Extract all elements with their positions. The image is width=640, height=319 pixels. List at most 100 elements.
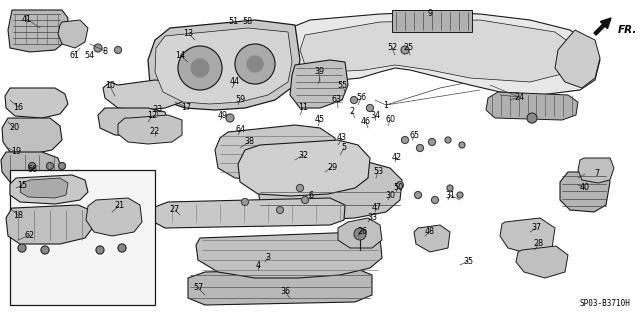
Polygon shape — [20, 178, 68, 198]
Text: 11: 11 — [298, 103, 308, 113]
Circle shape — [296, 184, 303, 191]
Polygon shape — [300, 20, 580, 82]
Text: 8: 8 — [102, 47, 108, 56]
Text: 56: 56 — [356, 93, 366, 102]
Polygon shape — [486, 92, 578, 120]
Text: 52: 52 — [387, 43, 397, 53]
Circle shape — [351, 97, 358, 103]
Circle shape — [429, 138, 435, 145]
Circle shape — [301, 197, 308, 204]
Text: 14: 14 — [175, 50, 185, 60]
Text: 39: 39 — [314, 68, 324, 77]
Text: 24: 24 — [514, 93, 524, 101]
Text: 23: 23 — [152, 105, 162, 114]
Polygon shape — [258, 162, 402, 220]
Text: 42: 42 — [392, 152, 402, 161]
Text: 16: 16 — [13, 102, 23, 112]
Text: 55: 55 — [338, 81, 348, 91]
Circle shape — [191, 59, 209, 77]
Circle shape — [94, 44, 102, 52]
Polygon shape — [238, 140, 370, 196]
Text: 61: 61 — [69, 50, 79, 60]
Polygon shape — [2, 118, 62, 154]
Polygon shape — [118, 115, 182, 144]
Text: 47: 47 — [372, 204, 382, 212]
Text: 10: 10 — [105, 81, 115, 91]
Circle shape — [459, 142, 465, 148]
Polygon shape — [10, 175, 88, 204]
Text: 43: 43 — [337, 133, 347, 143]
Text: 22: 22 — [150, 127, 160, 136]
Polygon shape — [6, 205, 94, 244]
Text: 59: 59 — [235, 94, 245, 103]
Circle shape — [226, 114, 234, 122]
Text: 41: 41 — [22, 14, 32, 24]
Text: 50: 50 — [393, 183, 403, 192]
Circle shape — [276, 206, 284, 213]
Circle shape — [354, 228, 366, 240]
Text: 18: 18 — [13, 211, 23, 219]
Circle shape — [118, 244, 126, 252]
Polygon shape — [98, 108, 168, 136]
Text: 2: 2 — [349, 108, 355, 116]
Circle shape — [178, 46, 222, 90]
Text: 4: 4 — [255, 261, 260, 270]
Polygon shape — [103, 80, 185, 110]
Polygon shape — [290, 60, 348, 108]
Text: 13: 13 — [183, 28, 193, 38]
Text: 62: 62 — [25, 231, 35, 240]
Text: 51: 51 — [228, 18, 238, 26]
Text: 38: 38 — [244, 137, 254, 146]
Polygon shape — [196, 232, 382, 278]
Polygon shape — [555, 30, 600, 88]
Circle shape — [96, 246, 104, 254]
Circle shape — [415, 191, 422, 198]
Circle shape — [41, 246, 49, 254]
Text: 64: 64 — [236, 125, 246, 135]
Circle shape — [447, 185, 453, 191]
Polygon shape — [86, 198, 142, 236]
Text: 25: 25 — [403, 43, 413, 53]
Polygon shape — [392, 10, 472, 32]
Polygon shape — [414, 225, 450, 252]
Polygon shape — [8, 10, 68, 52]
Text: 58: 58 — [242, 18, 252, 26]
Polygon shape — [500, 218, 555, 254]
Text: 15: 15 — [17, 181, 27, 189]
Polygon shape — [58, 20, 88, 48]
Polygon shape — [5, 88, 68, 118]
Text: SP03-B3710H: SP03-B3710H — [579, 299, 630, 308]
Text: 30: 30 — [385, 191, 395, 201]
Circle shape — [367, 105, 374, 112]
Circle shape — [397, 182, 403, 189]
Text: 26: 26 — [357, 226, 367, 235]
Text: 60: 60 — [385, 115, 395, 124]
Polygon shape — [150, 198, 345, 228]
Circle shape — [241, 198, 248, 205]
Circle shape — [527, 113, 537, 123]
Text: 5: 5 — [341, 144, 347, 152]
Text: 48: 48 — [425, 226, 435, 235]
Text: 9: 9 — [428, 10, 433, 19]
Bar — [10, 170, 155, 305]
Text: FR.: FR. — [618, 25, 637, 35]
Text: 1: 1 — [383, 100, 388, 109]
Text: 21: 21 — [114, 202, 124, 211]
Circle shape — [401, 137, 408, 144]
Text: 37: 37 — [531, 224, 541, 233]
Text: 28: 28 — [533, 240, 543, 249]
Circle shape — [445, 137, 451, 143]
Circle shape — [18, 244, 26, 252]
Text: 65: 65 — [410, 130, 420, 139]
Text: 40: 40 — [580, 183, 590, 192]
Text: 27: 27 — [170, 205, 180, 214]
Polygon shape — [215, 125, 335, 180]
Text: 35: 35 — [463, 256, 473, 265]
Text: 44: 44 — [230, 78, 240, 86]
Polygon shape — [188, 268, 372, 305]
Circle shape — [29, 162, 35, 169]
Text: 49: 49 — [218, 112, 228, 121]
Circle shape — [47, 162, 54, 169]
Text: 19: 19 — [11, 147, 21, 157]
Polygon shape — [155, 28, 292, 104]
